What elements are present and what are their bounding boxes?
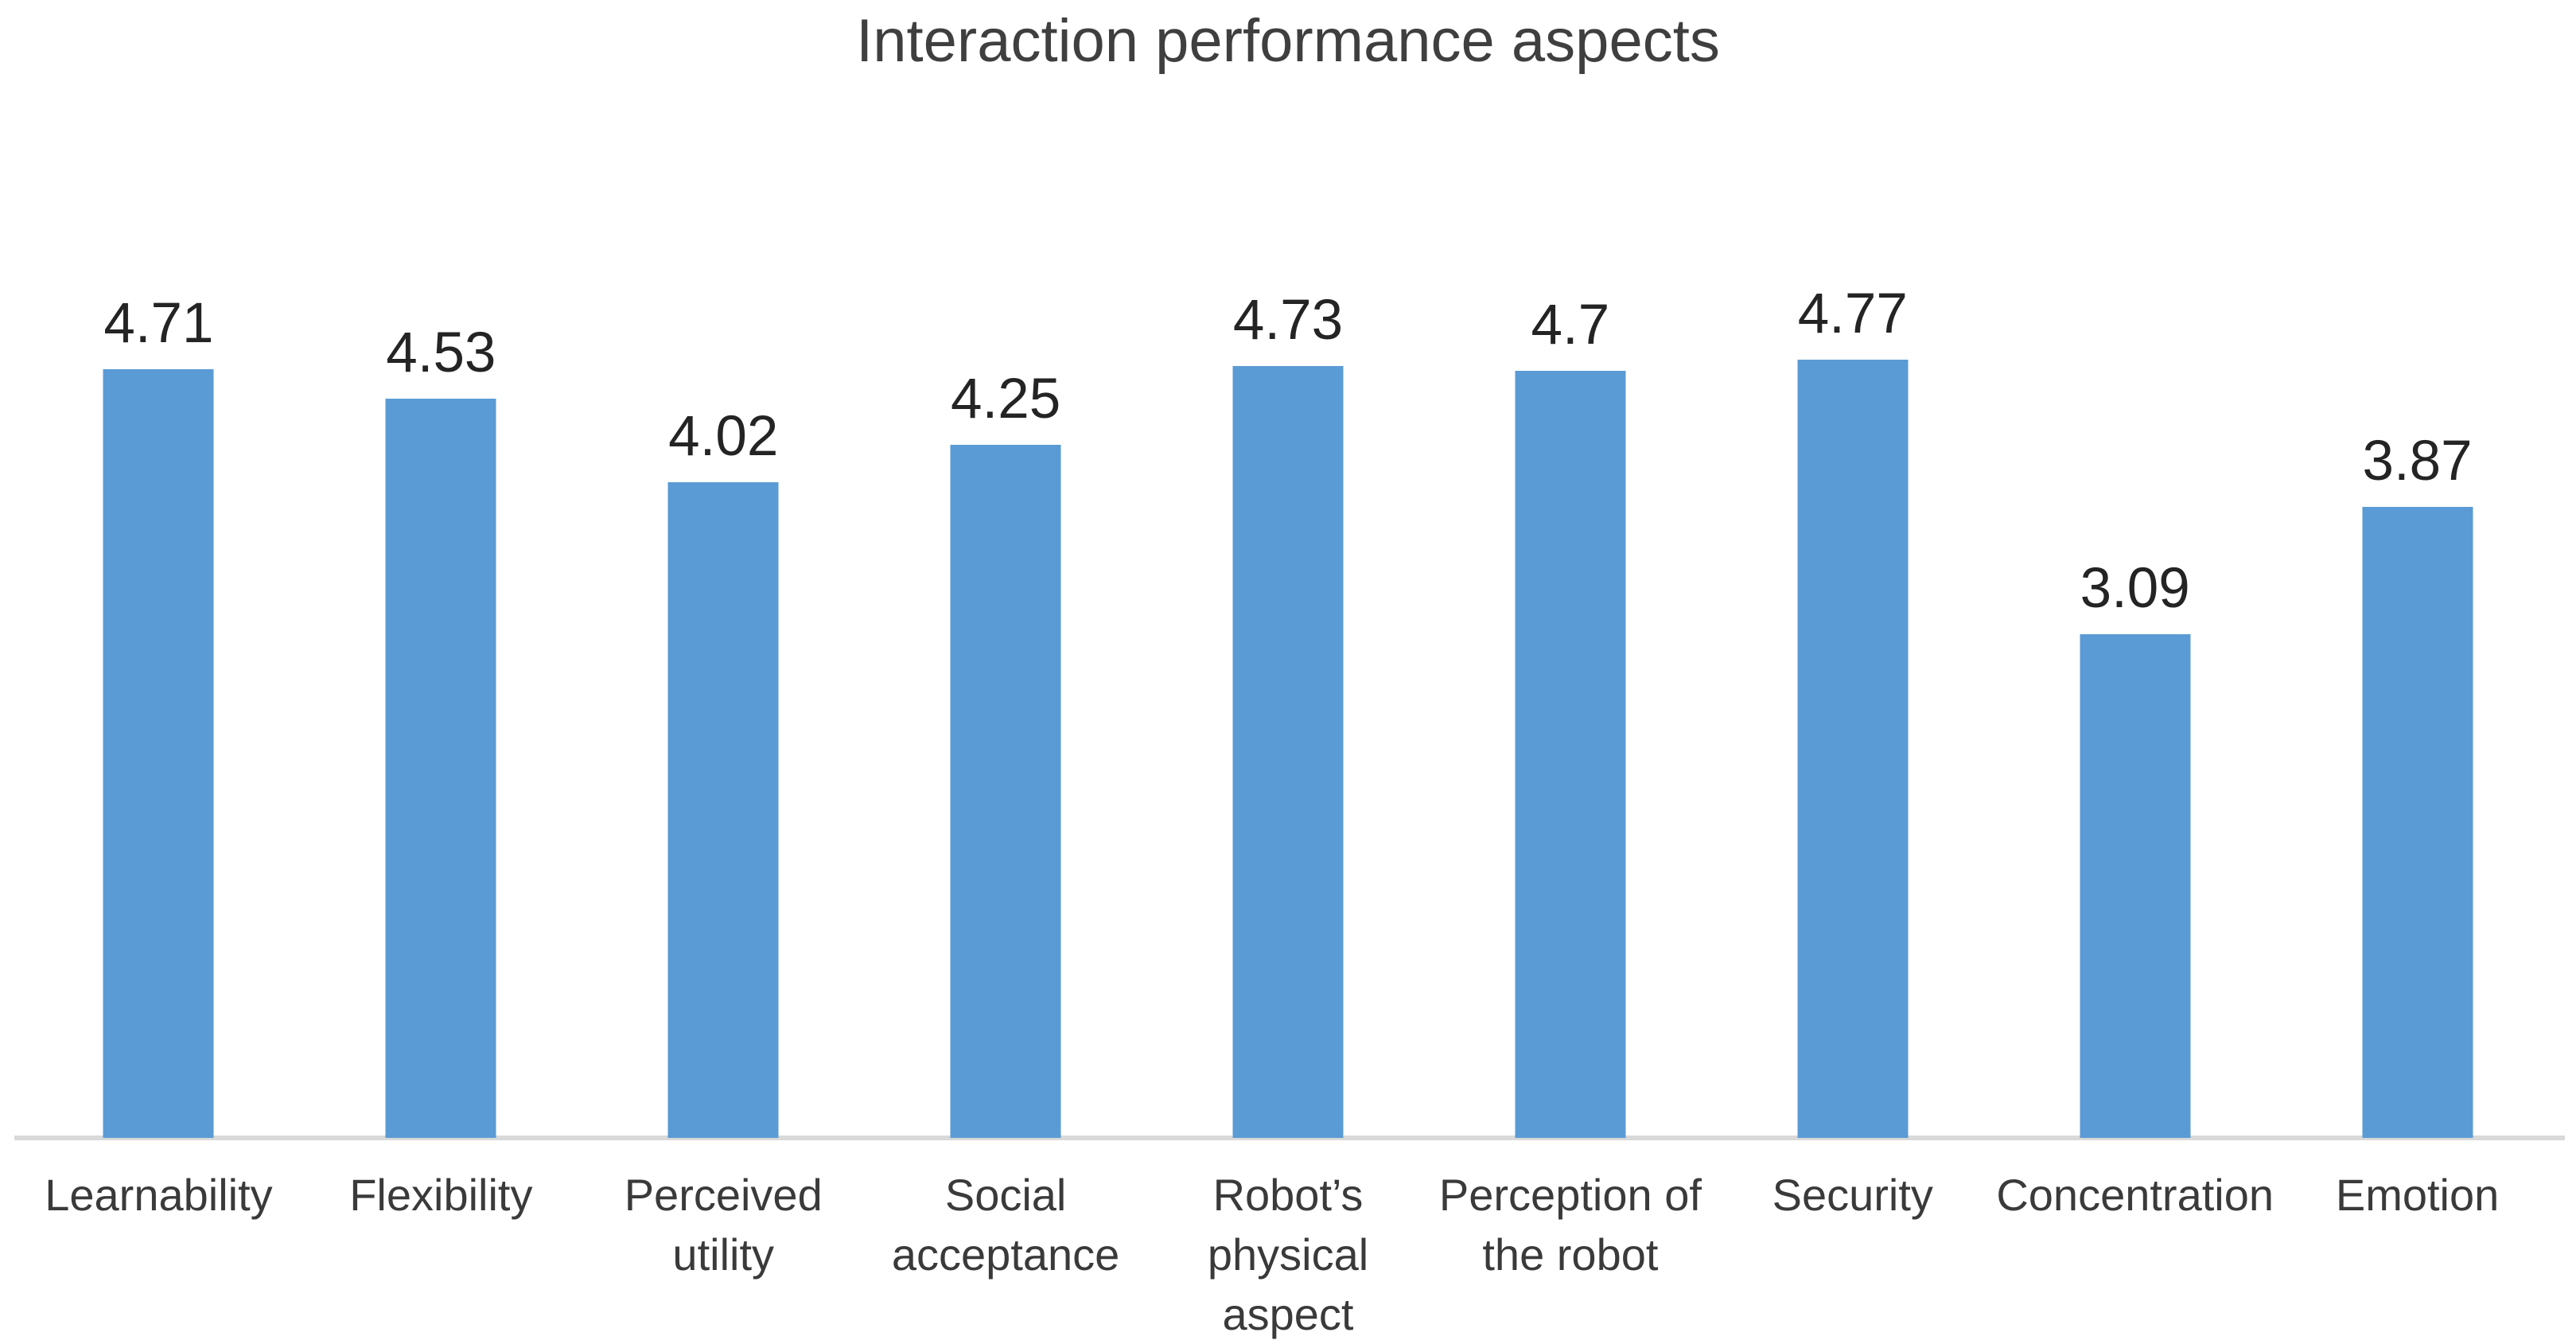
category-label: Concentration [1996,1170,2274,1220]
bar-value-label: 3.87 [2362,430,2473,493]
bar [103,369,214,1138]
category-label: Perceived utility [624,1170,823,1280]
bar-value-label: 4.71 [103,292,214,355]
bar [2362,507,2473,1138]
chart-title: Interaction performance aspects [856,7,1720,75]
category-label: Learnability [45,1170,273,1220]
bar-value-label: 3.09 [2080,557,2190,620]
bar-column: 4.25 Social acceptance [865,0,1147,1343]
bar [1797,360,1909,1138]
bar-column: 3.09 Concentration [1994,0,2276,1343]
bar-value-label: 4.7 [1531,294,1610,356]
bar [1515,371,1626,1138]
bar-column: 4.02 Perceived utility [582,0,865,1343]
bar-value-label: 4.77 [1797,282,1908,345]
bar-value-label: 4.02 [668,405,779,468]
bar-value-label: 4.73 [1232,289,1344,352]
bar-column: 4.71 Learnability [18,0,300,1343]
category-label: Flexibility [349,1170,533,1220]
category-label: Security [1772,1170,1933,1220]
bar [385,399,496,1138]
category-label: Perception of the robot [1438,1170,1702,1280]
bar [2080,634,2191,1138]
bar-column: 4.73 Robot’s physical aspect [1147,0,1430,1343]
x-axis-line [14,1136,2565,1140]
plot-area: 4.71 Learnability 4.53 Flexibility 4.02 Perce… [18,0,2558,1343]
bar-column: 4.7 Perception of the robot [1429,0,1711,1343]
bar [1232,366,1344,1138]
category-label: Social acceptance [891,1170,1120,1280]
bar [667,482,779,1138]
bar-column: 3.87 Emotion [2276,0,2558,1343]
bar-column: 4.77 Security [1711,0,1994,1343]
bar-value-label: 4.53 [386,321,496,384]
bar-value-label: 4.25 [951,368,1061,430]
bar-column: 4.53 Flexibility [300,0,582,1343]
category-label: Emotion [2335,1170,2500,1220]
bar [950,445,1061,1138]
category-label: Robot’s physical aspect [1207,1170,1369,1340]
